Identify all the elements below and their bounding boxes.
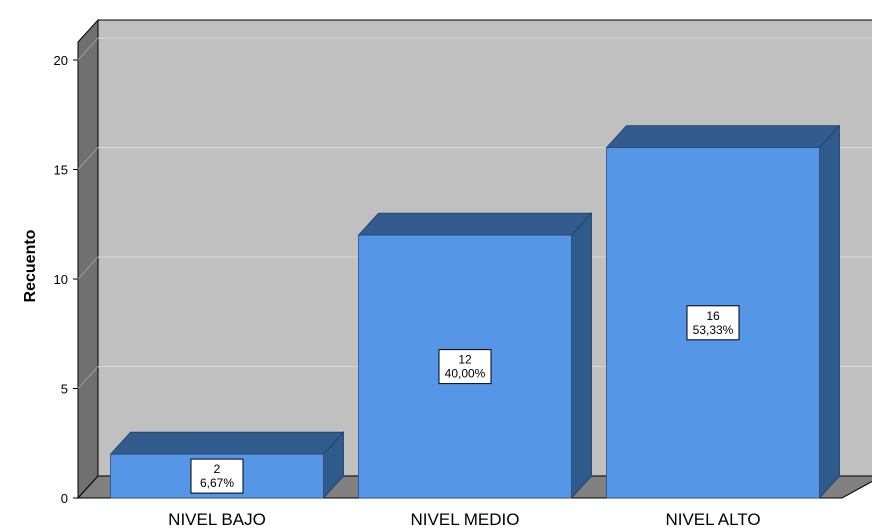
data-label-percent: 40,00% xyxy=(445,367,486,381)
data-label-count: 12 xyxy=(458,353,472,367)
y-axis-ticks: 0 5 10 15 20 xyxy=(54,53,78,506)
y-tick-label: 5 xyxy=(61,382,68,397)
gridline-side xyxy=(77,37,99,61)
y-tick-label: 20 xyxy=(54,53,68,68)
x-axis-labels: NIVEL BAJO NIVEL MEDIO NIVEL ALTO xyxy=(168,510,760,529)
gridline-side xyxy=(77,366,99,389)
data-label-count: 2 xyxy=(214,462,221,476)
x-category-label: NIVEL ALTO xyxy=(665,510,760,529)
bar-side xyxy=(571,212,592,500)
gridline-side xyxy=(77,147,99,170)
x-category-label: NIVEL BAJO xyxy=(168,510,266,529)
gridline-side xyxy=(77,256,99,280)
data-label-box xyxy=(438,349,492,385)
bar-top xyxy=(605,125,841,149)
y-tick-label: 0 xyxy=(61,491,68,506)
bar-top xyxy=(109,431,345,455)
data-label-box xyxy=(190,458,244,494)
data-label-box xyxy=(686,305,740,341)
y-tick-label: 10 xyxy=(54,272,68,287)
data-label-percent: 6,67% xyxy=(200,476,234,490)
data-label-count: 16 xyxy=(706,309,720,323)
x-category-label: NIVEL MEDIO xyxy=(411,510,520,529)
bar-top xyxy=(357,212,593,236)
bar-side xyxy=(819,124,840,500)
y-axis-title: Recuento xyxy=(22,229,39,302)
data-label-percent: 53,33% xyxy=(693,323,734,337)
bar-1: 26,67% xyxy=(109,431,345,500)
y-tick-label: 15 xyxy=(54,163,68,178)
side-wall xyxy=(77,18,99,500)
